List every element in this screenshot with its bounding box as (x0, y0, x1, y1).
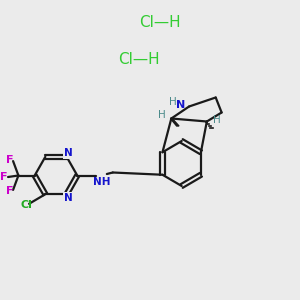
Text: H: H (158, 110, 166, 120)
Text: H: H (213, 115, 221, 125)
Text: N: N (64, 193, 73, 203)
Text: Cl: Cl (21, 200, 33, 210)
Text: NH: NH (93, 177, 111, 187)
Text: F: F (0, 172, 8, 182)
Text: N: N (64, 148, 73, 158)
Text: F: F (6, 154, 13, 165)
Text: Cl—H: Cl—H (118, 52, 160, 68)
Polygon shape (170, 118, 179, 126)
Text: N: N (176, 100, 185, 110)
Text: Cl—H: Cl—H (139, 15, 180, 30)
Text: H: H (169, 97, 177, 107)
Text: F: F (6, 186, 13, 197)
